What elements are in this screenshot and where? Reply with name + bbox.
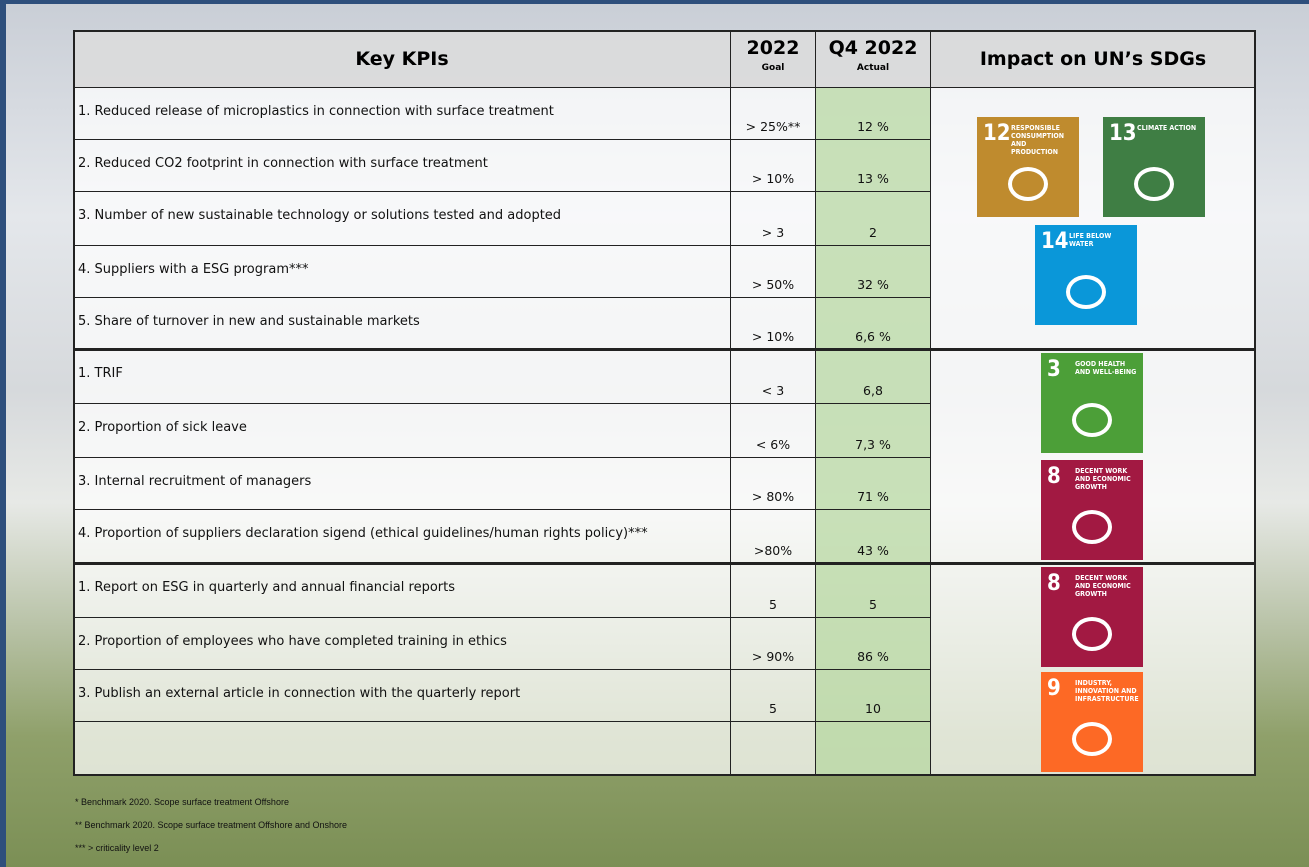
footnote: *** > criticality level 2 xyxy=(75,843,159,853)
footnote: ** Benchmark 2020. Scope surface treatme… xyxy=(75,820,347,830)
page: Key KPIs 2022Goal Q4 2022Actual Impact o… xyxy=(0,0,1309,867)
footnote: * Benchmark 2020. Scope surface treatmen… xyxy=(75,797,289,807)
table-border xyxy=(73,30,1256,776)
